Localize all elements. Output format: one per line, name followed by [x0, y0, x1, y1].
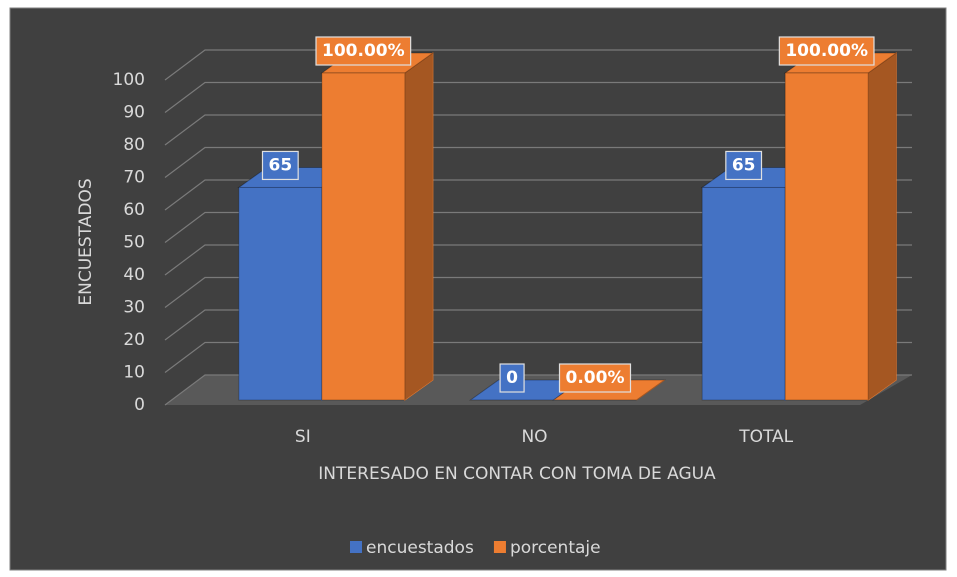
- x-tick-label: TOTAL: [738, 427, 793, 447]
- grid-line: [164, 81, 912, 113]
- grid-line: [164, 309, 912, 341]
- y-tick-label: 30: [123, 298, 145, 318]
- legend-label: encuestados: [366, 538, 474, 558]
- data-label: 100.00%: [785, 41, 868, 61]
- data-label-box: [725, 150, 763, 181]
- bar-side-shade: [868, 53, 897, 400]
- data-label: 65: [268, 155, 292, 175]
- y-tick-label: 20: [123, 330, 145, 350]
- data-label-box: [778, 36, 875, 66]
- bar: [784, 72, 869, 401]
- y-tick-label: 80: [123, 135, 145, 155]
- y-tick-label: 50: [123, 233, 145, 253]
- grid-line: [164, 211, 912, 243]
- grid-line: [164, 179, 912, 211]
- x-axis-label: INTERESADO EN CONTAR CON TOMA DE AGUA: [318, 464, 716, 484]
- y-tick-label: 70: [123, 168, 145, 188]
- grid-line: [164, 49, 912, 81]
- data-label-box: [261, 150, 299, 181]
- legend-swatch: [350, 541, 362, 553]
- bar: [238, 186, 323, 401]
- legend-label: porcentaje: [510, 538, 601, 558]
- y-tick-label: 0: [134, 395, 145, 415]
- grid-line: [164, 244, 912, 276]
- grid-line: [164, 276, 912, 308]
- bar: [701, 186, 786, 401]
- y-tick-label: 90: [123, 103, 145, 123]
- grid-line: [164, 341, 912, 373]
- grid-line: [164, 374, 912, 406]
- x-tick-label: NO: [521, 427, 547, 447]
- grid-line: [164, 114, 912, 146]
- data-label-box: [558, 363, 632, 393]
- bar-side-shade: [404, 53, 433, 400]
- data-label: 0: [506, 368, 518, 388]
- data-label: 0.00%: [566, 368, 625, 388]
- legend-swatch: [493, 541, 506, 553]
- y-tick-label: 60: [123, 200, 145, 220]
- y-tick-label: 100: [113, 70, 145, 90]
- x-tick-label: SI: [295, 427, 311, 447]
- data-label: 100.00%: [322, 41, 405, 61]
- data-label-box: [315, 36, 412, 66]
- bar: [321, 72, 406, 401]
- y-tick-label: 10: [123, 363, 145, 383]
- y-tick-label: 40: [123, 265, 145, 285]
- data-label: 65: [732, 155, 756, 175]
- data-label-box: [499, 363, 525, 393]
- y-axis-label: ENCUESTADOS: [76, 178, 96, 305]
- grid-line: [164, 146, 912, 178]
